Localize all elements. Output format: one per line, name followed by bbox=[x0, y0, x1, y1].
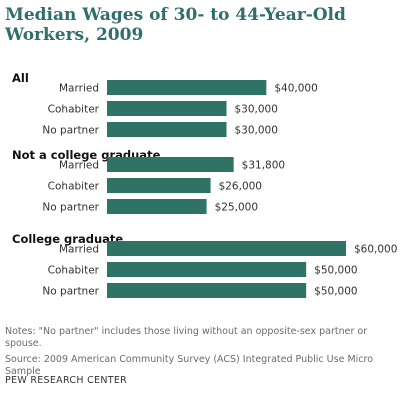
bar bbox=[107, 262, 307, 277]
bar bbox=[107, 283, 307, 298]
group-heading: All bbox=[12, 71, 29, 85]
bar bbox=[107, 122, 227, 137]
bar bbox=[107, 157, 234, 172]
value-label: $50,000 bbox=[314, 286, 357, 298]
notes-block: Notes: "No partner" includes those livin… bbox=[5, 326, 405, 378]
value-label: $25,000 bbox=[215, 202, 258, 214]
bar bbox=[107, 101, 227, 116]
value-label: $30,000 bbox=[235, 104, 278, 116]
category-label: Married bbox=[59, 244, 99, 256]
notes-text: Notes: "No partner" includes those livin… bbox=[5, 326, 368, 349]
source-text: Source: 2009 American Community Survey (… bbox=[5, 354, 374, 377]
category-label: Cohabiter bbox=[48, 265, 100, 277]
value-label: $60,000 bbox=[354, 244, 397, 256]
value-label: $31,800 bbox=[242, 160, 285, 172]
chart-title: Median Wages of 30- to 44-Year-Old Worke… bbox=[5, 5, 346, 45]
bar bbox=[107, 178, 211, 193]
value-label: $40,000 bbox=[274, 83, 317, 95]
bar bbox=[107, 80, 267, 95]
value-label: $50,000 bbox=[314, 265, 357, 277]
value-label: $30,000 bbox=[235, 125, 278, 137]
category-label: Married bbox=[59, 83, 99, 95]
bar-chart: All Married $40,000 Cohabiter $30,000 No part… bbox=[12, 71, 397, 298]
organization-label: PEW RESEARCH CENTER bbox=[5, 375, 128, 386]
bar bbox=[107, 199, 207, 214]
value-label: $26,000 bbox=[219, 181, 262, 193]
category-label: Cohabiter bbox=[48, 181, 100, 193]
bar bbox=[107, 241, 346, 256]
category-label: No partner bbox=[42, 286, 99, 298]
category-label: Married bbox=[59, 160, 99, 172]
category-label: No partner bbox=[42, 125, 99, 137]
category-label: Cohabiter bbox=[48, 104, 100, 116]
group-heading: College graduate bbox=[12, 232, 123, 246]
category-label: No partner bbox=[42, 202, 99, 214]
